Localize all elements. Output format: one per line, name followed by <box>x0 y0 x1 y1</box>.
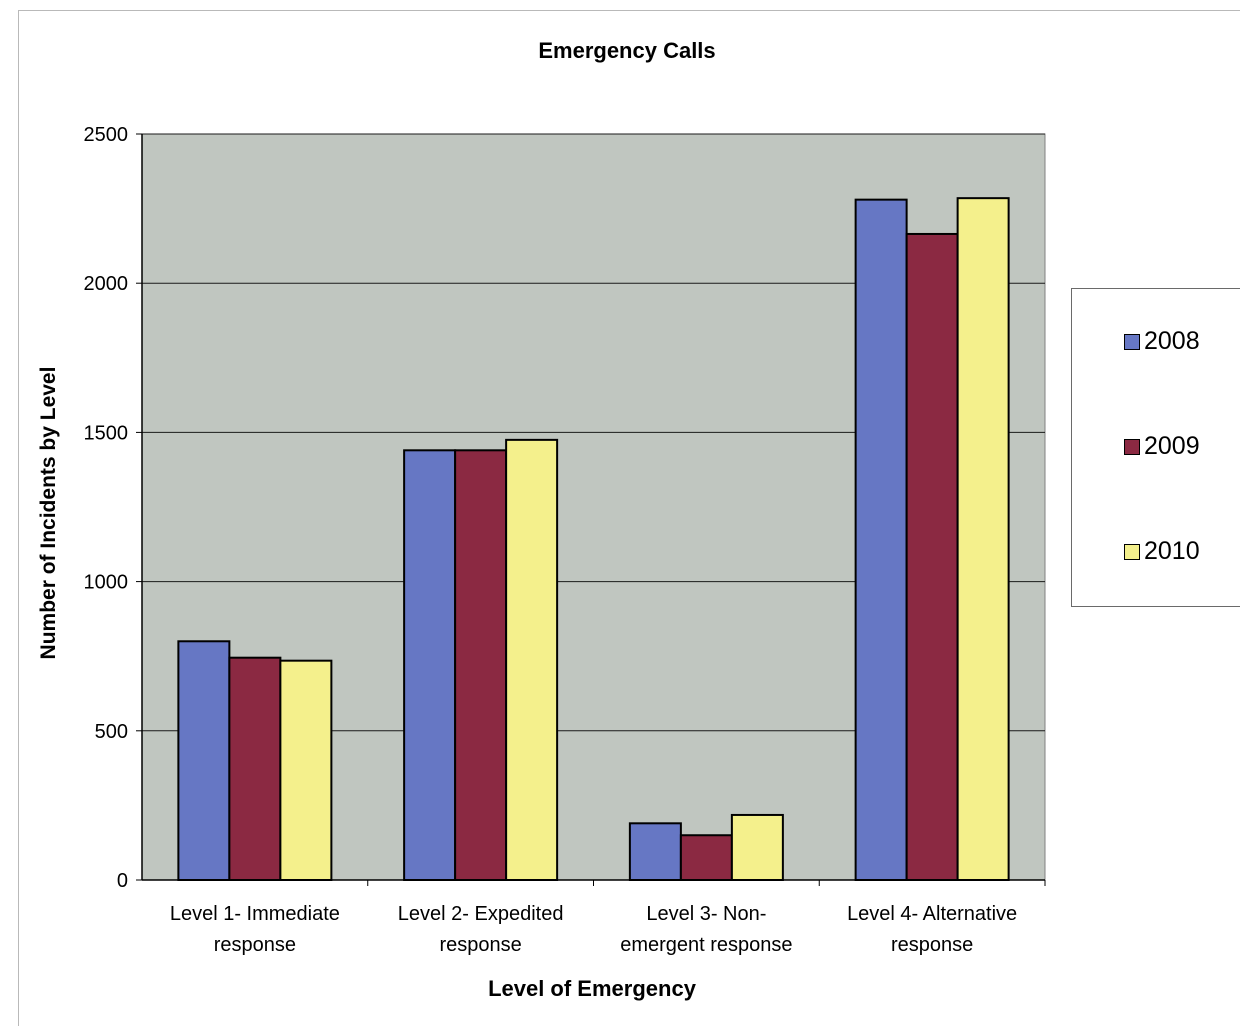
bar-2008-cat1 <box>177 640 231 882</box>
x-tick-label: response <box>214 934 296 956</box>
legend-item-2009: 2009 <box>1124 432 1200 461</box>
chart-frame <box>18 10 1240 1026</box>
bar-2008-cat4 <box>854 198 908 881</box>
legend-swatch-2009 <box>1124 438 1140 455</box>
x-tick-label: emergent response <box>620 934 792 956</box>
y-tick-label: 2000 <box>84 273 129 295</box>
x-tick-label: Level 1- Immediate <box>170 903 340 925</box>
x-tick-label: Level 3- Non- <box>646 903 766 925</box>
x-axis-title: Level of Emergency <box>488 976 697 1001</box>
x-tick-label: Level 2- Expedited <box>398 903 564 925</box>
legend-label-2009: 2009 <box>1144 432 1200 460</box>
legend: 2008 2009 2010 <box>1071 288 1240 607</box>
bar-2010-cat1 <box>279 659 333 882</box>
x-tick-label: response <box>439 934 521 956</box>
legend-label-2010: 2010 <box>1144 537 1200 565</box>
x-tick-label: response <box>891 934 973 956</box>
y-tick-label: 1000 <box>84 572 129 594</box>
legend-item-2010: 2010 <box>1124 537 1200 566</box>
y-tick-label: 0 <box>117 870 128 892</box>
bar-2009-cat1 <box>228 656 282 882</box>
y-tick-label: 500 <box>95 721 128 743</box>
plot-area: 0 500 1000 1500 2000 2500 Level 1- Immediate re… <box>84 124 1046 956</box>
bar-2010-cat3 <box>730 813 784 881</box>
legend-item-2008: 2008 <box>1124 327 1200 356</box>
y-tick-label: 2500 <box>84 124 129 146</box>
bar-2009-cat2 <box>454 449 508 881</box>
bar-2008-cat3 <box>628 822 682 882</box>
bar-2010-cat4 <box>956 197 1010 881</box>
y-tick-label: 1500 <box>84 422 129 444</box>
bar-2009-cat3 <box>679 834 733 881</box>
legend-swatch-2010 <box>1124 543 1140 560</box>
bar-2009-cat4 <box>905 232 959 882</box>
legend-label-2008: 2008 <box>1144 327 1200 355</box>
legend-swatch-2008 <box>1124 333 1140 350</box>
bar-2010-cat2 <box>505 438 559 881</box>
bar-2008-cat2 <box>403 449 457 881</box>
chart-title: Emergency Calls <box>538 38 715 63</box>
x-tick-label: Level 4- Alternative <box>847 903 1017 925</box>
y-axis-title: Number of Incidents by Level <box>37 367 60 660</box>
